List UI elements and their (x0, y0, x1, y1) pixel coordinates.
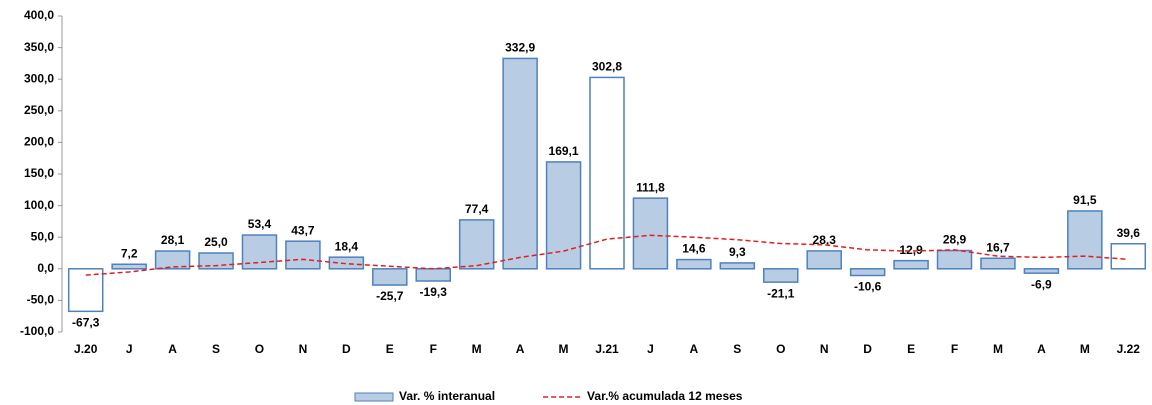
bar (154, 250, 191, 270)
data-label: 111,8 (636, 180, 665, 194)
x-tick-label: O (776, 342, 785, 356)
bar (1023, 268, 1060, 274)
x-tick-label: N (820, 342, 829, 356)
bar (719, 262, 756, 270)
data-label: 332,9 (505, 41, 535, 55)
data-label: 91,5 (1073, 193, 1097, 207)
bar (632, 197, 669, 270)
bar (936, 249, 973, 270)
data-label: 7,2 (121, 246, 138, 260)
x-tick-label: M (559, 342, 569, 356)
data-label: 16,7 (986, 240, 1010, 254)
bar (458, 219, 495, 270)
x-tick-label: J (126, 342, 133, 356)
bar (806, 250, 842, 270)
bar (198, 252, 234, 270)
data-label: 302,8 (592, 60, 622, 74)
data-label: -25,7 (376, 289, 404, 303)
x-tick-label: N (299, 342, 308, 356)
data-label: 28,9 (943, 233, 967, 247)
y-tick-label: 150,0 (24, 166, 54, 180)
data-label: 25,0 (204, 235, 228, 249)
bar (67, 268, 104, 313)
y-tick-label: 350,0 (24, 40, 54, 54)
data-label: 12,9 (899, 243, 923, 257)
data-label: 18,4 (335, 239, 359, 253)
bar (415, 268, 451, 282)
x-tick-label: E (386, 342, 394, 356)
x-tick-label: D (342, 342, 351, 356)
data-label: 9,3 (729, 245, 746, 259)
data-label: -6,9 (1031, 277, 1052, 291)
x-tick-label: M (472, 342, 482, 356)
y-tick-label: -50,0 (27, 293, 55, 307)
y-tick-label: 250,0 (24, 103, 54, 117)
bar (589, 76, 625, 270)
bar (849, 268, 886, 277)
data-label: -67,3 (72, 316, 100, 330)
y-tick-label: 300,0 (24, 71, 54, 85)
data-label: 28,3 (813, 233, 837, 247)
x-tick-label: A (168, 342, 177, 356)
bar (676, 258, 712, 270)
x-tick-label: O (255, 342, 264, 356)
data-label: -21,1 (767, 286, 795, 300)
x-tick-label: J (647, 342, 654, 356)
data-label: 53,4 (248, 217, 272, 231)
bar (893, 259, 929, 270)
y-tick-label: -100,0 (20, 324, 54, 338)
line (85, 234, 1129, 276)
data-label: -19,3 (420, 285, 448, 299)
data-label: 43,7 (291, 223, 315, 237)
x-tick-label: A (1037, 342, 1046, 356)
bar (285, 240, 321, 270)
y-tick-label: 50,0 (31, 229, 55, 243)
legend-label: Var. % interanual (399, 389, 495, 403)
data-label: 169,1 (549, 144, 579, 158)
legend-swatch (354, 392, 394, 402)
x-tick-label: E (907, 342, 915, 356)
x-tick-label: M (993, 342, 1003, 356)
x-tick-label: A (516, 342, 525, 356)
legend-label: Var.% acumulada 12 meses (587, 389, 743, 403)
x-tick-label: J.22 (1117, 342, 1141, 356)
bar (328, 256, 365, 270)
y-tick-label: 400,0 (24, 8, 54, 22)
bar (1067, 210, 1103, 270)
x-tick-label: D (863, 342, 872, 356)
x-tick-label: A (690, 342, 699, 356)
y-tick-label: 200,0 (24, 135, 54, 149)
x-tick-label: S (733, 342, 741, 356)
bar (980, 257, 1016, 270)
bar (111, 263, 147, 270)
bar (502, 57, 538, 270)
data-label: 28,1 (161, 233, 185, 247)
bar (1110, 243, 1147, 270)
data-label: 39,6 (1117, 226, 1141, 240)
x-tick-label: S (212, 342, 220, 356)
bar (372, 268, 408, 286)
x-tick-label: J.20 (74, 342, 98, 356)
bar (763, 268, 799, 283)
x-tick-label: F (430, 342, 437, 356)
x-tick-label: J.21 (595, 342, 619, 356)
data-label: 77,4 (465, 202, 489, 216)
data-label: 14,6 (682, 242, 706, 256)
y-tick-label: 0,0 (37, 261, 54, 275)
x-tick-label: F (951, 342, 958, 356)
x-tick-label: M (1080, 342, 1090, 356)
y-tick-label: 100,0 (24, 198, 54, 212)
data-label: -10,6 (854, 280, 882, 294)
